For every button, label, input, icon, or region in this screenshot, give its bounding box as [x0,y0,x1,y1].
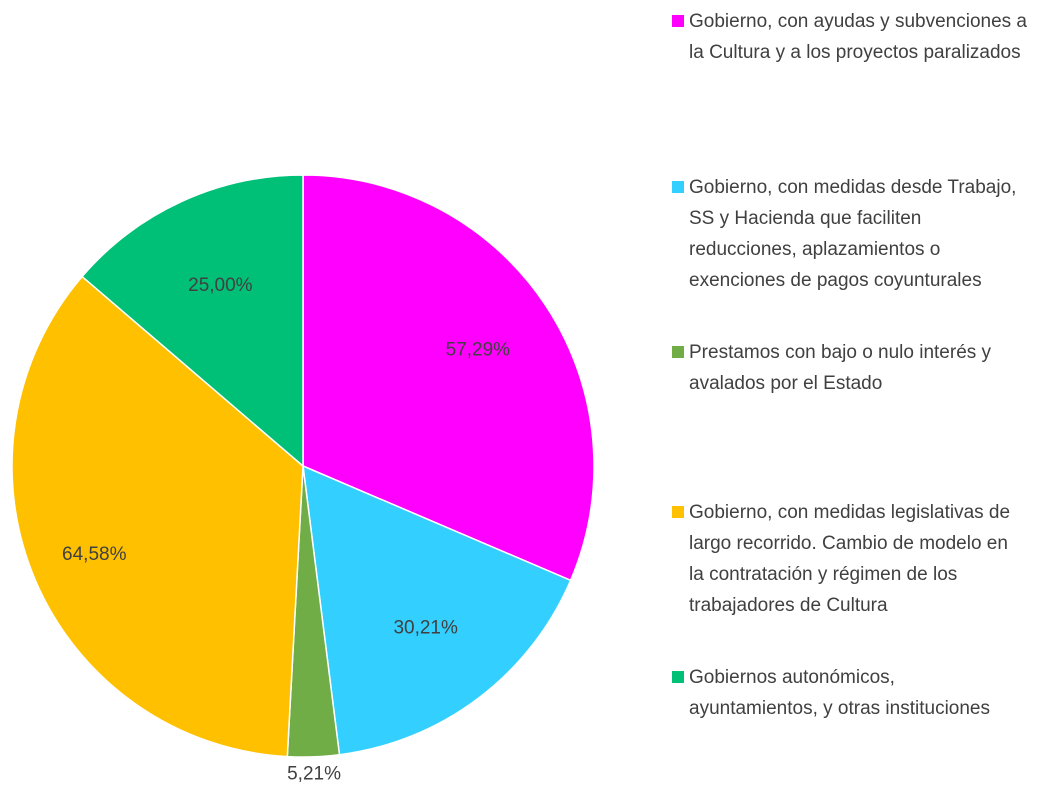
legend-swatch [672,15,684,27]
pie-slice [81,174,304,468]
legend-item: Gobiernos autonómicos, ayuntamientos, y … [672,662,1027,724]
legend-swatch [672,346,684,358]
legend-swatch [672,671,684,683]
data-label: 5,21% [287,763,341,784]
legend-item: Gobierno, con medidas legislativas de la… [672,497,1027,621]
legend-item: Gobierno, con medidas desde Trabajo, SS … [672,172,1027,296]
legend-swatch [672,506,684,518]
data-label: 57,29% [446,340,511,361]
legend-swatch [672,181,684,193]
pie-slice [302,464,572,756]
data-label: 25,00% [188,275,253,296]
pie-area: 57,29% 30,21% 5,21% 64,58% 25,00% [11,174,595,784]
legend-label: Gobiernos autonómicos, ayuntamientos, y … [689,667,990,719]
legend-label: Gobierno, con medidas desde Trabajo, SS … [689,177,1017,291]
data-label: 64,58% [62,544,127,565]
pie-slice [11,275,304,758]
legend-label: Prestamos con bajo o nulo interés y aval… [689,342,992,394]
legend-label: Gobierno, con medidas legislativas de la… [689,502,1011,616]
pie-slice [302,174,595,582]
data-label: 30,21% [393,618,458,639]
legend-item: Prestamos con bajo o nulo interés y aval… [672,337,1027,399]
legend-item: Gobierno, con ayudas y subvenciones a la… [672,6,1027,68]
legend-label: Gobierno, con ayudas y subvenciones a la… [689,11,1027,63]
